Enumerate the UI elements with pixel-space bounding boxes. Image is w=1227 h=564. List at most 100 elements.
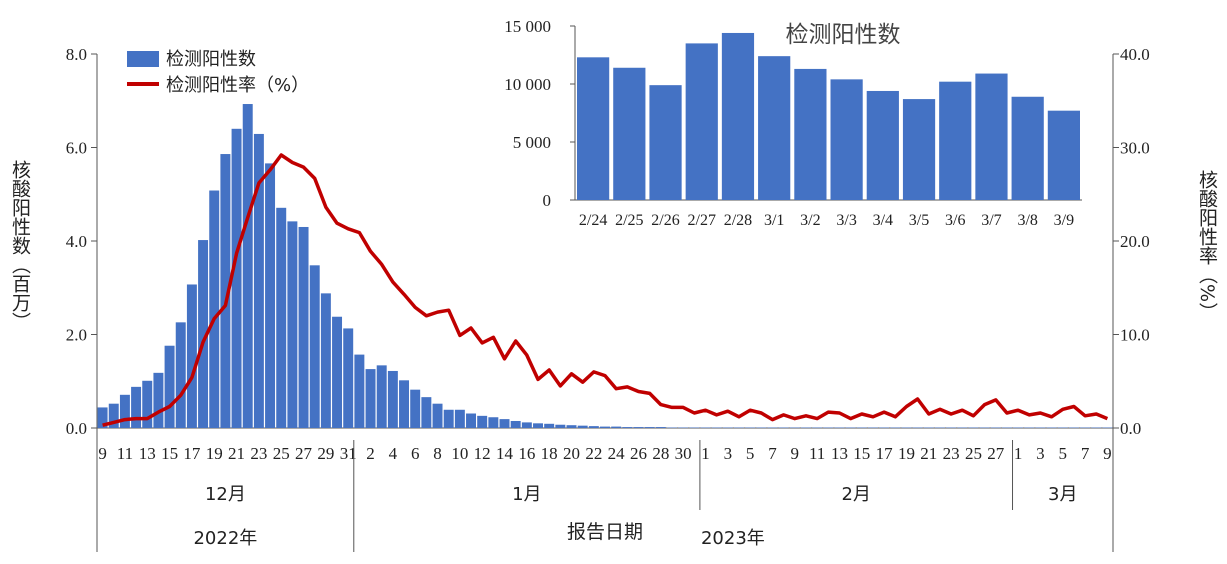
inset-category-label: 2/27 (688, 212, 716, 229)
day-label: 13 (139, 444, 156, 463)
inset-chart: 0 5 000 10 000 15 000 2/24 2/25 2/26 2/27 2/28 3… (504, 10, 1095, 232)
month-label: 2月 (841, 484, 870, 505)
day-label: 11 (809, 444, 825, 463)
day-label: 12 (474, 444, 491, 463)
left-tick-label: 4.0 (66, 232, 87, 251)
day-label: 30 (675, 444, 692, 463)
right-tick-label: 0.0 (1120, 419, 1141, 438)
day-label: 19 (206, 444, 223, 463)
count-bar (276, 207, 287, 428)
day-label: 21 (228, 444, 245, 463)
count-bar (1024, 427, 1035, 429)
count-bar (1080, 427, 1091, 429)
inset-bar (758, 56, 791, 200)
count-bar (834, 427, 845, 429)
inset-bar (1011, 96, 1044, 200)
day-label: 11 (117, 444, 133, 463)
inset-category-label: 2/26 (651, 212, 679, 229)
count-bar (1001, 427, 1012, 429)
day-label: 26 (630, 444, 647, 463)
right-y-ticks: 0.0 10.0 20.0 30.0 40.0 (1113, 45, 1150, 438)
count-bar (733, 427, 744, 429)
count-bar (1035, 427, 1046, 429)
positive-count-bars (97, 104, 1113, 429)
left-tick-label: 0.0 (66, 419, 87, 438)
count-bar (856, 427, 867, 429)
count-bar (1046, 427, 1057, 429)
inset-category-label: 3/9 (1054, 212, 1074, 229)
count-bar (600, 426, 610, 428)
left-y-ticks: 0.0 2.0 4.0 6.0 8.0 (66, 45, 97, 438)
day-label: 14 (496, 444, 514, 463)
day-label: 24 (608, 444, 626, 463)
day-label: 17 (876, 444, 894, 463)
count-bar (421, 397, 432, 428)
day-label: 9 (1103, 444, 1112, 463)
inset-category-label: 2/28 (724, 212, 752, 229)
day-label: 25 (273, 444, 290, 463)
inset-bar (830, 79, 863, 200)
inset-bar (939, 81, 972, 200)
day-label: 15 (853, 444, 870, 463)
count-bar (220, 154, 231, 429)
inset-category-label: 2/24 (579, 212, 607, 229)
count-bar (745, 427, 756, 429)
day-label: 10 (451, 444, 468, 463)
count-bar (901, 427, 912, 429)
count-bar (566, 425, 577, 428)
count-bar (131, 386, 142, 428)
day-label: 2 (366, 444, 375, 463)
right-tick-label: 20.0 (1120, 232, 1150, 251)
count-bar (399, 380, 410, 428)
day-label: 8 (433, 444, 442, 463)
count-bar (265, 163, 276, 428)
count-bar (343, 328, 354, 428)
count-bar (800, 427, 811, 429)
day-label: 7 (1081, 444, 1090, 463)
count-bar (711, 427, 722, 429)
count-bar (957, 427, 968, 429)
count-bar (923, 427, 934, 429)
day-label: 22 (585, 444, 602, 463)
inset-bar (866, 90, 899, 200)
day-label: 17 (183, 444, 201, 463)
count-bar (968, 427, 979, 429)
count-bar (521, 422, 532, 428)
count-bar (1068, 427, 1079, 429)
legend-line-label: 检测阳性率（%） (166, 75, 309, 96)
count-bar (934, 427, 945, 429)
day-label: 3 (724, 444, 733, 463)
day-label: 16 (518, 444, 535, 463)
count-bar (990, 427, 1001, 429)
count-bar (387, 370, 398, 428)
count-bar (667, 427, 677, 429)
day-label: 15 (161, 444, 178, 463)
year-label: 2022年 (193, 528, 257, 549)
inset-category-label: 3/3 (836, 212, 856, 229)
count-bar (655, 427, 666, 428)
count-bar (376, 365, 387, 428)
inset-category-label: 3/5 (909, 212, 929, 229)
count-bar (644, 427, 655, 428)
inset-category-label: 3/8 (1017, 212, 1037, 229)
day-label: 1 (1014, 444, 1023, 463)
inset-tick-label: 10 000 (504, 75, 551, 94)
day-label: 19 (898, 444, 915, 463)
inset-category-label: 3/7 (981, 212, 1001, 229)
day-label: 21 (920, 444, 937, 463)
positive-rate-line (102, 153, 1109, 427)
right-tick-label: 30.0 (1120, 139, 1150, 158)
count-bar (332, 316, 343, 428)
count-bar (298, 226, 309, 428)
legend-bar-label: 检测阳性数 (166, 49, 256, 70)
count-bar (845, 427, 856, 429)
count-bar (1091, 427, 1102, 429)
count-bar (108, 403, 119, 428)
day-label: 29 (317, 444, 334, 463)
day-label: 23 (250, 444, 267, 463)
inset-category-label: 3/1 (764, 212, 784, 229)
day-labels: 9 11 13 15 17 19 21 23 25 27 29 31 2 4 6 8 10 12 14 16 18 20 2… (98, 444, 1111, 463)
day-label: 9 (791, 444, 800, 463)
count-bar (867, 427, 878, 429)
count-bar (186, 284, 197, 428)
